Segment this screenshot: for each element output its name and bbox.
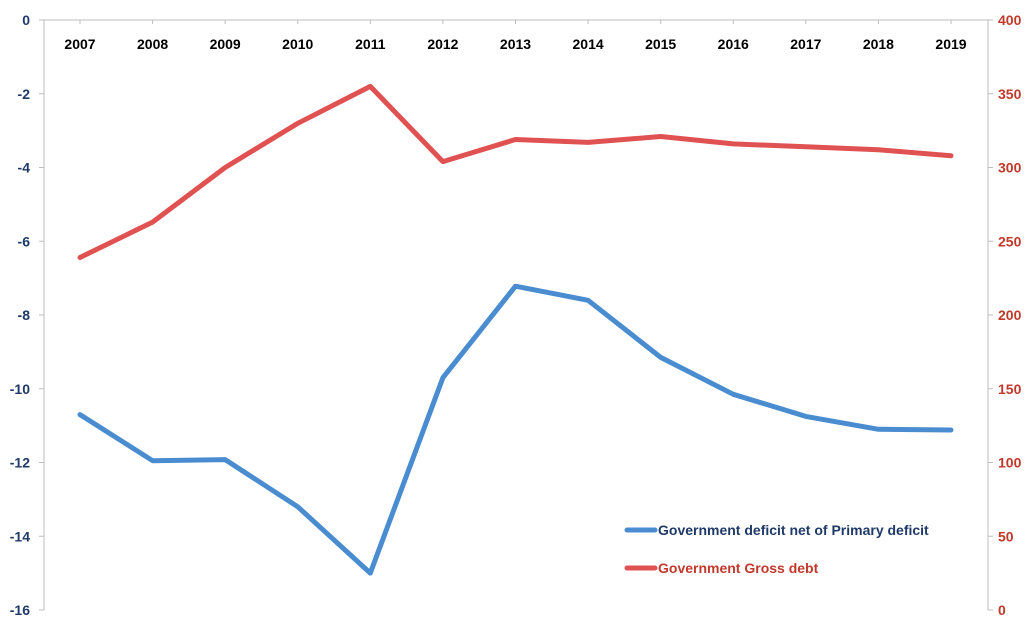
left-tick-label: -16 [10, 602, 30, 618]
left-tick-label: -10 [10, 381, 30, 397]
x-tick-label: 2011 [355, 36, 386, 52]
x-tick-label: 2009 [210, 36, 241, 52]
x-tick-label: 2007 [64, 36, 95, 52]
series-line-2 [77, 83, 954, 260]
x-tick-label: 2017 [790, 36, 821, 52]
left-axis-ticks: 0 -2 -4 -6 -8 -10 -12 -14 -16 [10, 12, 44, 618]
x-tick-label: 2008 [137, 36, 168, 52]
x-tick-label: 2014 [573, 36, 604, 52]
right-tick-label: 250 [998, 233, 1022, 249]
left-tick-label: -14 [10, 528, 30, 544]
x-tick-label: 2010 [282, 36, 313, 52]
right-tick-label: 0 [998, 602, 1006, 618]
x-tick-label: 2013 [500, 36, 531, 52]
legend: Government deficit net of Primary defici… [624, 522, 929, 576]
x-tick-label: 2018 [863, 36, 894, 52]
series-line-1 [77, 283, 954, 576]
right-tick-label: 300 [998, 160, 1022, 176]
x-tick-label: 2012 [427, 36, 458, 52]
right-tick-label: 100 [998, 455, 1022, 471]
right-tick-label: 150 [998, 381, 1022, 397]
left-tick-label: -2 [18, 86, 31, 102]
left-tick-label: -8 [18, 307, 31, 323]
x-tick-label: 2019 [935, 36, 966, 52]
left-tick-label: -4 [18, 160, 31, 176]
left-tick-label: -6 [18, 233, 31, 249]
left-tick-label: 0 [22, 12, 30, 28]
right-tick-label: 400 [998, 12, 1022, 28]
legend-label-1: Government deficit net of Primary defici… [658, 522, 929, 538]
right-tick-label: 200 [998, 307, 1022, 323]
x-axis-ticks: 2007 2008 2009 2010 2011 2012 2013 2014 2015 2016… [64, 20, 967, 52]
right-tick-label: 350 [998, 86, 1022, 102]
right-axis-ticks: 400 350 300 250 200 150 100 50 0 [988, 12, 1022, 618]
x-tick-label: 2015 [645, 36, 676, 52]
legend-label-2: Government Gross debt [658, 560, 819, 576]
left-tick-label: -12 [10, 455, 30, 471]
x-tick-label: 2016 [718, 36, 749, 52]
series-lines [77, 83, 954, 576]
right-tick-label: 50 [998, 528, 1014, 544]
